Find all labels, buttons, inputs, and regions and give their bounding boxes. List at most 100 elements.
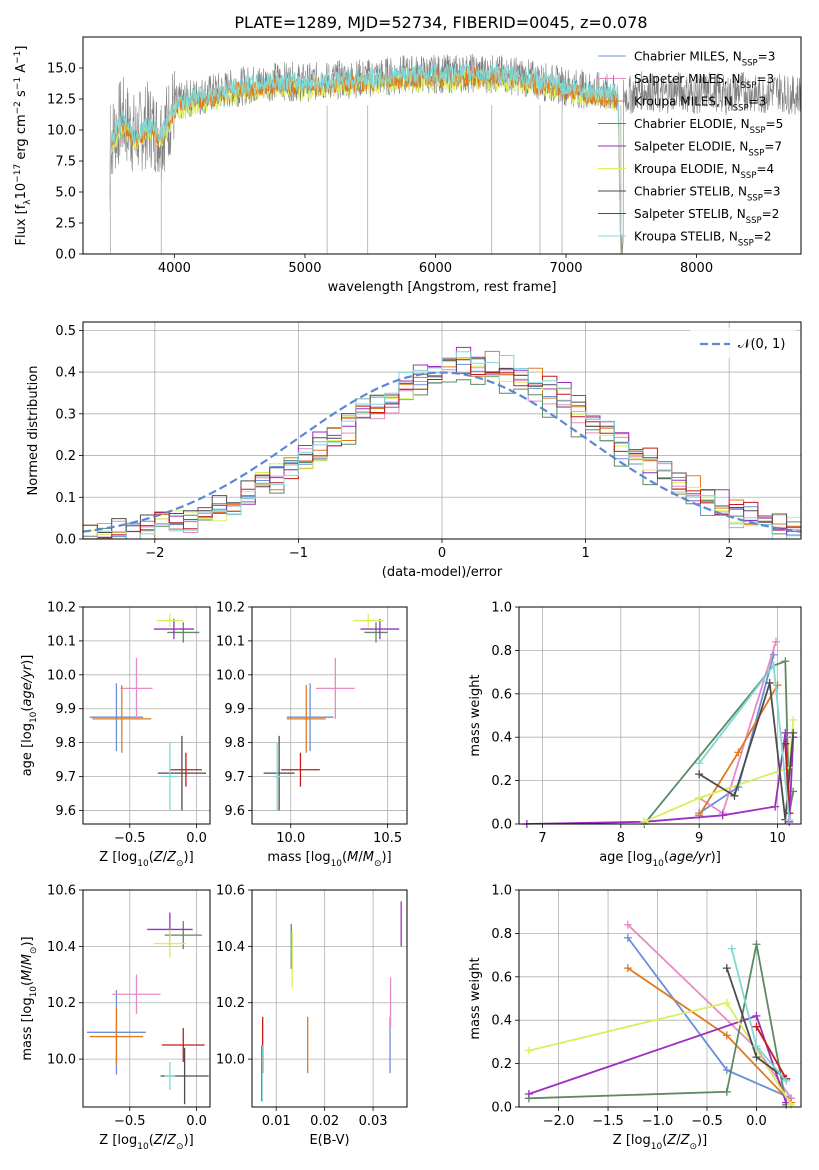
y-axis-label-part: /: [20, 965, 35, 970]
axes-frame: [82, 606, 211, 825]
y-tick-label: 10.6: [47, 884, 76, 899]
y-tick-label: 0.3: [55, 407, 76, 422]
x-axis-label-part: M: [363, 850, 374, 865]
legend-label-name: Chabrier ELODIE, N: [634, 117, 750, 131]
y-axis-label: mass weight: [468, 674, 483, 756]
axes-frame: [251, 889, 408, 1108]
legend-label: Salpeter ELODIE, NSSP=7: [634, 140, 782, 159]
y-tick-label: 7.5: [55, 155, 76, 170]
y-tick-label: 9.6: [55, 804, 76, 819]
x-tick-label: 0: [438, 546, 446, 561]
x-axis-label-part: wavelength [Angstrom, rest frame]: [328, 280, 557, 295]
x-tick-label: −0.5: [691, 1114, 723, 1129]
y-axis-label-part: M: [20, 970, 35, 981]
x-tick-label: 0.03: [359, 1114, 388, 1129]
x-tick-label: 7000: [549, 261, 582, 276]
x-axis-label-part: (: [149, 1133, 154, 1148]
y-axis-label-part: −17: [13, 164, 23, 183]
x-tick-label: 0.0: [746, 1114, 767, 1129]
y-axis-label-part: 10: [14, 183, 29, 200]
y-tick-label: 0.2: [491, 1057, 512, 1072]
x-tick-label: −1.5: [592, 1114, 624, 1129]
mass-weight-line: [526, 732, 795, 824]
x-axis-label: E(B-V): [309, 1133, 349, 1148]
x-tick-label: 10.5: [373, 831, 402, 846]
y-tick-label: 0.0: [55, 533, 76, 548]
mass-weight-marker: [781, 728, 790, 737]
y-axis-label-part: 10: [29, 986, 39, 998]
mass-weight-marker: [623, 933, 632, 942]
x-axis-label-part: (: [662, 1133, 667, 1148]
legend-label-name: Salpeter STELIB, N: [634, 207, 746, 221]
x-axis-label-part: /: [676, 1133, 681, 1148]
mass-weight-marker: [781, 657, 790, 666]
legend-label-count: =3: [758, 50, 776, 64]
y-axis-label-part: mass weight: [468, 957, 483, 1039]
y-axis-label-part: ⊙: [29, 947, 39, 955]
legend-label-subscript: SSP: [742, 59, 758, 69]
y-axis-label: age [log10(age/yr)]: [20, 655, 39, 777]
mass-weight-marker: [730, 791, 739, 800]
mass-weight-marker: [781, 739, 790, 748]
x-axis-label-part: /: [163, 850, 168, 865]
axes-frame: [518, 889, 802, 1108]
y-axis-label-part: −2: [13, 101, 23, 114]
mass-weight-marker: [752, 1053, 761, 1062]
x-axis-label-part: Z: [153, 1133, 164, 1148]
mass-weight-marker: [722, 1031, 731, 1040]
y-tick-label: 0.4: [491, 1014, 512, 1029]
x-axis-label-part: 10: [651, 1142, 663, 1152]
x-axis-label-part: Z [: [613, 1133, 631, 1148]
x-axis-label-part: )]: [711, 850, 721, 865]
y-tick-label: 0.4: [491, 731, 512, 746]
legend-label: Salpeter STELIB, NSSP=2: [634, 207, 779, 226]
legend-label-count: =4: [756, 162, 774, 176]
mass-weight-line: [755, 1026, 787, 1080]
mass-weight-marker: [695, 770, 704, 779]
y-tick-label: 10.0: [216, 668, 245, 683]
mass-weight-marker: [524, 1046, 533, 1055]
x-axis-label: Z [log10(Z/Z⊙)]: [99, 1133, 193, 1152]
metallicity-mass-panel: −0.5 0.010.010.210.410.6Z [log10(Z/Z⊙)]ma…: [20, 884, 211, 1152]
x-axis-label-part: ⊙: [176, 1142, 184, 1152]
x-tick-label: −2.0: [543, 1114, 575, 1129]
mass-weight-marker: [771, 637, 780, 646]
x-axis-label-part: age [: [599, 850, 632, 865]
model-spectrum-line: [109, 70, 622, 254]
legend-label-subscript: SSP: [738, 239, 754, 249]
y-axis-label-part: Normed distribution: [26, 366, 41, 496]
y-tick-label: 2.5: [55, 217, 76, 232]
x-axis-label: Z [log10(Z/Z⊙)]: [613, 1133, 707, 1152]
x-axis-label-part: log: [631, 1133, 651, 1148]
legend-label-count: =2: [762, 207, 780, 221]
y-axis-label-part: log: [20, 723, 35, 743]
y-tick-label: 10.2: [47, 996, 76, 1011]
y-tick-label: 10.2: [47, 601, 76, 616]
x-tick-label: 2: [725, 546, 733, 561]
legend-label-count: =3: [763, 185, 781, 199]
x-tick-label: 4000: [158, 261, 191, 276]
x-axis-label: wavelength [Angstrom, rest frame]: [328, 280, 557, 295]
mass-weight-marker: [785, 815, 794, 824]
x-axis-label-part: 10: [652, 859, 664, 869]
legend-label: Chabrier STELIB, NSSP=3: [634, 185, 781, 204]
y-tick-label: 10.0: [47, 124, 76, 139]
mass-weight-marker: [722, 1087, 731, 1096]
y-tick-label: 10.1: [47, 634, 76, 649]
x-tick-label: 10.0: [276, 831, 305, 846]
y-axis-label-part: )]: [20, 936, 35, 946]
y-axis-label-part: )]: [20, 655, 35, 665]
x-axis-label-part: /: [163, 1133, 168, 1148]
x-axis-label-part: age/yr: [669, 850, 712, 865]
mass-weight-line: [627, 967, 792, 1104]
x-axis-label-part: ⊙: [176, 859, 184, 869]
x-axis-label-part: Z: [166, 1133, 177, 1148]
legend-label: Chabrier MILES, NSSP=3: [634, 50, 775, 69]
metallicity-massweight-panel: −2.0 −1.5 −1.0 −0.5 0.0 0.0 0.2 0.4 0.6 0.8 1.0 Z […: [468, 884, 802, 1152]
observed-spectrum-line: [110, 53, 801, 254]
x-tick-label: −1: [289, 546, 308, 561]
legend-label-subscript: SSP: [748, 149, 764, 159]
y-tick-label: 5.0: [55, 186, 76, 201]
x-tick-label: −1.0: [642, 1114, 674, 1129]
